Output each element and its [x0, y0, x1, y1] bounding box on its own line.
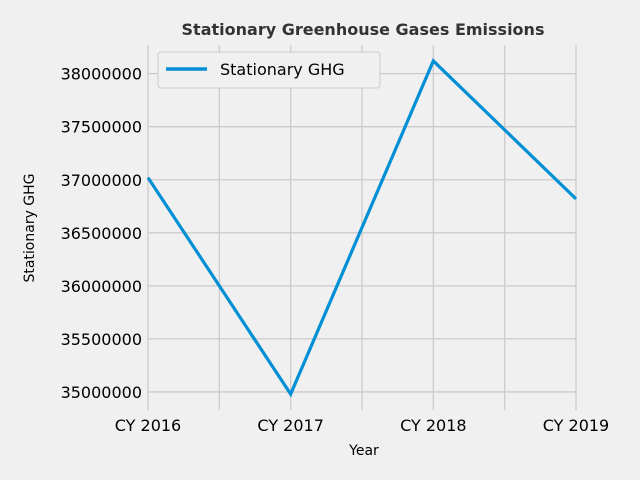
x-tick-label: CY 2019 — [543, 416, 609, 435]
x-tick-label: CY 2017 — [257, 416, 323, 435]
y-tick-labels: 35000000 35500000 36000000 36500000 37000000… — [61, 65, 142, 402]
series-line — [146, 58, 578, 398]
chart-title: Stationary Greenhouse Gases Emissions — [182, 20, 545, 39]
x-tick-label: CY 2016 — [115, 416, 181, 435]
x-axis-label: Year — [348, 443, 379, 459]
y-axis-label: Stationary GHG — [22, 173, 38, 282]
y-tick-label: 38000000 — [61, 65, 142, 84]
y-tick-label: 35000000 — [61, 383, 142, 402]
legend-label: Stationary GHG — [220, 60, 345, 79]
y-tick-label: 35500000 — [61, 330, 142, 349]
y-tick-label: 37500000 — [61, 118, 142, 137]
y-tick-label: 36500000 — [61, 224, 142, 243]
x-tick-labels: CY 2016 CY 2017 CY 2018 CY 2019 — [115, 416, 609, 435]
y-tick-label: 36000000 — [61, 277, 142, 296]
y-tick-label: 37000000 — [61, 171, 142, 190]
x-tick-label: CY 2018 — [400, 416, 466, 435]
legend-box — [157, 51, 381, 89]
legend: Stationary GHG — [157, 51, 381, 89]
series-lines — [146, 58, 578, 398]
